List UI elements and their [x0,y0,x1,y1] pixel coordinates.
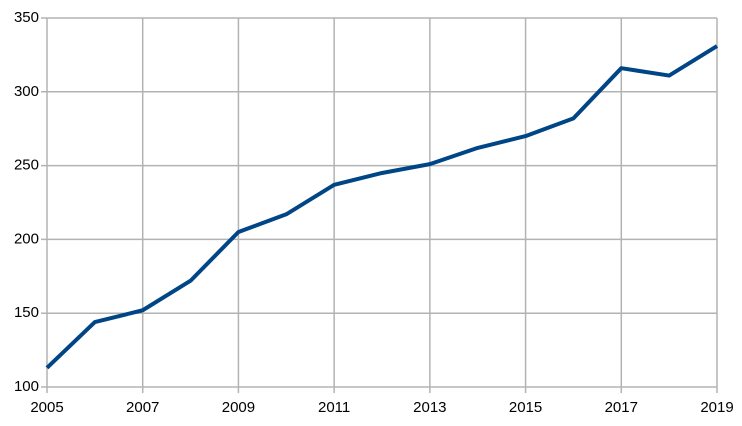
y-tick-label: 350 [14,9,39,26]
y-tick-label: 100 [14,378,39,395]
x-tick-label: 2013 [413,399,446,416]
data-line [45,44,719,370]
y-tick-label: 150 [14,304,39,321]
x-tick-label: 2015 [509,399,542,416]
y-tick-label: 250 [14,157,39,174]
y-tick-label: 200 [14,230,39,247]
x-tick-label: 2009 [222,399,255,416]
x-tick-label: 2007 [126,399,159,416]
x-tick-label: 2011 [318,399,350,416]
x-tick-label: 2017 [605,399,638,416]
x-tick-label: 2019 [700,399,733,416]
x-tick-label: 2005 [30,399,63,416]
y-tick-label: 300 [14,83,39,100]
